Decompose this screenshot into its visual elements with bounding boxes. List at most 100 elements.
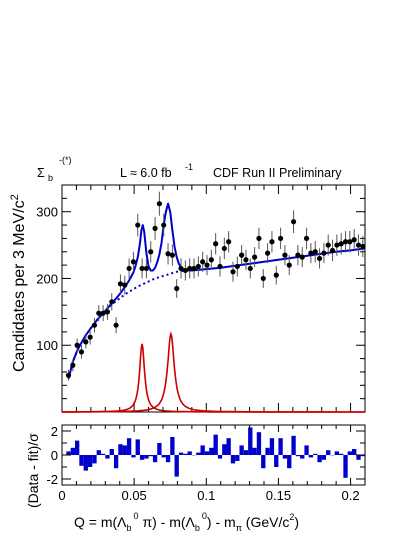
header-lumi-sup: -1: [185, 162, 193, 172]
data-point: [355, 242, 362, 248]
residual-bar: [196, 452, 201, 455]
data-point: [130, 259, 137, 265]
data-point: [321, 250, 327, 256]
residual-bar: [269, 438, 275, 455]
residual-y-axis-label: (Data - fit)/σ: [25, 433, 41, 508]
header-sigma-sub: b: [48, 173, 53, 183]
data-point: [200, 259, 206, 265]
x-tick-label: 0.1: [197, 488, 215, 503]
data-point: [308, 250, 314, 256]
data-point: [96, 310, 102, 316]
x-axis-label: Q = m(Λb0 π) - m(Λb0) - mπ (GeV/c2): [74, 511, 299, 533]
residual-bar: [152, 455, 158, 463]
residual-bar: [209, 447, 214, 455]
residual-bar: [239, 445, 244, 455]
residual-bar: [83, 455, 88, 471]
data-point: [299, 254, 305, 260]
residual-bar: [174, 455, 179, 477]
residual-bar: [352, 449, 357, 455]
x-tick-label: 0.2: [342, 488, 360, 503]
residual-bar: [118, 444, 123, 455]
residual-bar: [70, 447, 75, 455]
residual-plot-panel: -202 0 0.05 0.1 0.15 0.2 (Data - fit)/σ: [25, 424, 366, 508]
header-experiment: CDF Run II Preliminary: [213, 166, 342, 180]
data-point: [338, 241, 344, 247]
data-point: [312, 249, 318, 255]
data-point: [334, 242, 340, 248]
data-point: [70, 362, 76, 368]
data-point: [109, 299, 115, 305]
background-curve: [67, 268, 190, 379]
data-point: [234, 263, 240, 270]
chart-header: Σ b -(*) L ≈ 6.0 fb -1 CDF Run II Prelim…: [37, 155, 342, 183]
data-point: [295, 252, 301, 258]
data-point: [83, 339, 89, 345]
x-tick-label: 0.05: [121, 488, 146, 503]
xl-a: Q = m(Λ: [74, 514, 127, 530]
data-point: [161, 222, 167, 228]
x-tick-label: 0: [58, 488, 65, 503]
residual-bar: [96, 450, 101, 455]
data-point: [221, 245, 227, 252]
data-point: [360, 243, 366, 250]
residual-bar: [326, 450, 331, 455]
data-point: [135, 222, 141, 228]
data-point: [104, 309, 111, 315]
residual-bar: [265, 447, 270, 455]
data-point: [239, 252, 245, 258]
data-point: [169, 252, 175, 258]
data-point: [247, 265, 253, 272]
data-point: [213, 241, 219, 247]
residual-bar: [187, 451, 192, 455]
xl-b-sub: b: [127, 523, 132, 533]
residual-y-tick-labels: -2 0 2: [46, 424, 58, 487]
residual-bar: [92, 455, 97, 464]
data-point: [139, 265, 145, 272]
residual-bar: [148, 455, 153, 457]
data-point: [230, 269, 236, 275]
residual-bar: [165, 455, 171, 463]
residual-bar: [295, 455, 301, 457]
data-point: [290, 219, 297, 225]
main-axis-ticks: [61, 185, 366, 412]
header-sigma-sup: -(*): [59, 155, 72, 165]
data-point: [303, 235, 310, 242]
xl-b-sup: 0: [134, 511, 139, 521]
data-point: [260, 275, 266, 282]
residual-bar: [308, 455, 314, 458]
signal-peak-2-curve: [62, 331, 365, 413]
residual-bar: [200, 445, 205, 455]
data-point: [182, 267, 188, 274]
residual-bar: [274, 455, 279, 467]
residual-bar: [109, 449, 114, 455]
data-point: [152, 225, 158, 231]
data-point: [286, 262, 292, 268]
data-point: [329, 247, 336, 254]
residual-bar: [131, 455, 136, 458]
residual-bar: [79, 455, 84, 466]
residual-bar: [261, 455, 266, 469]
data-point: [226, 239, 232, 245]
data-point: [113, 322, 119, 328]
residual-bar: [321, 455, 327, 460]
header-lumi: L ≈ 6.0 fb: [120, 166, 172, 180]
main-y-tick-label: 200: [36, 271, 58, 286]
data-point: [122, 282, 128, 288]
residual-bar: [317, 455, 322, 463]
data-point: [256, 235, 262, 242]
residual-bar: [204, 451, 210, 455]
residual-bar: [144, 455, 149, 459]
main-y-axis-label-text: Candidates per 3 MeV/c: [11, 200, 28, 372]
residual-bar: [360, 455, 365, 457]
residual-bar: [139, 455, 145, 460]
data-point: [217, 263, 223, 270]
data-point: [269, 239, 275, 245]
data-point: [165, 251, 171, 257]
residual-bar: [100, 453, 106, 455]
residual-bar: [230, 455, 236, 464]
xl-e: ) - m: [207, 514, 236, 530]
x-tick-label: 0.15: [266, 488, 291, 503]
main-y-tick-label: 100: [36, 338, 58, 353]
total-fit-curve: [67, 202, 366, 379]
